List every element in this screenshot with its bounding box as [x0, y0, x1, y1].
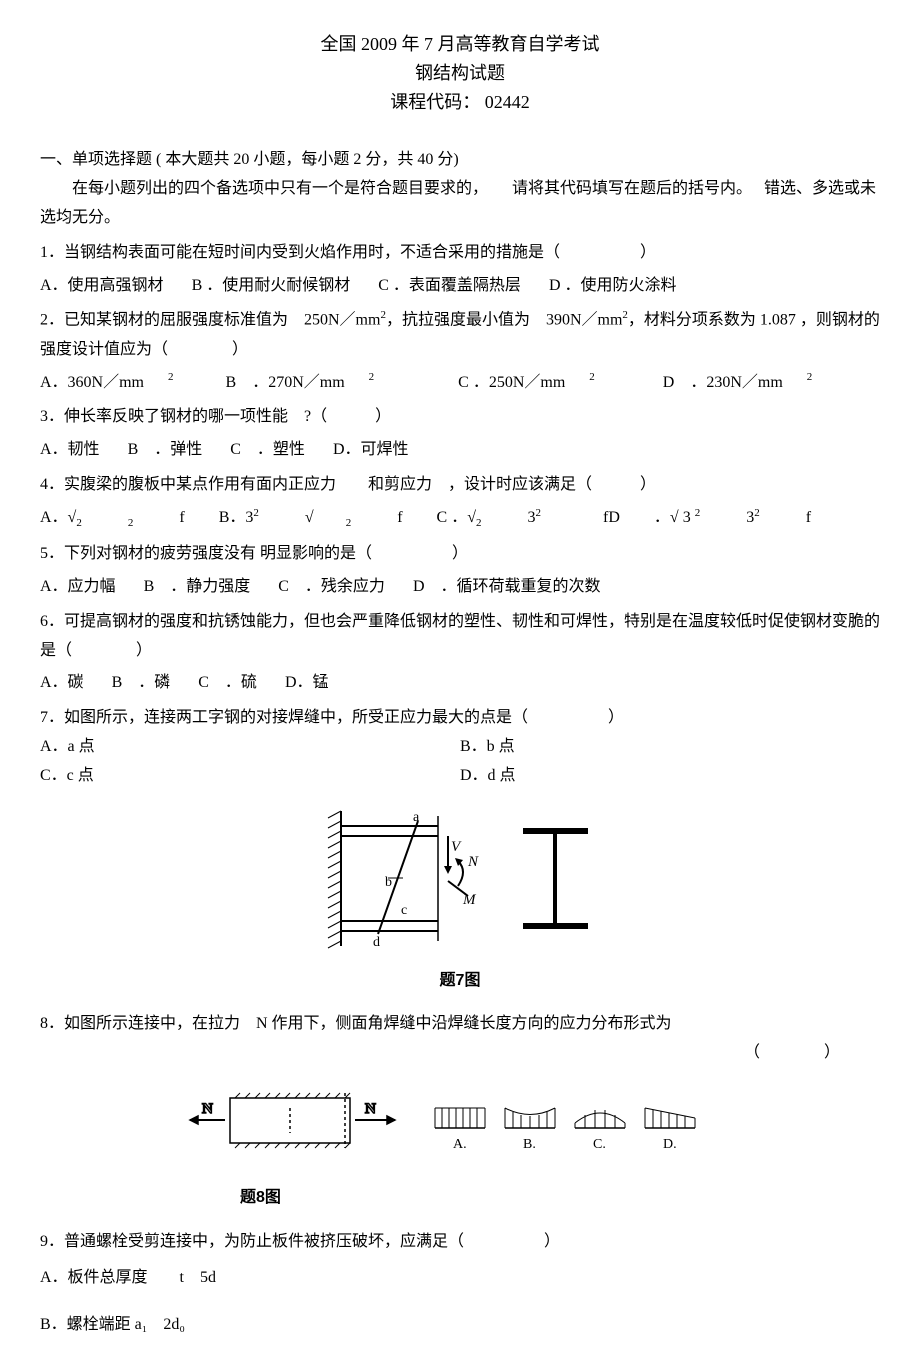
q7-options: A．a 点 B．b 点: [40, 733, 880, 762]
title-line-3: 课程代码： 02442: [40, 88, 880, 117]
q2-text: 2．已知某钢材的屈服强度标准值为 250N／mm2，抗拉强度最小值为 390N／…: [40, 306, 880, 364]
q5-d: D ．循环荷载重复的次数: [413, 578, 601, 595]
q1-d: D ．使用防火涂料: [549, 277, 677, 294]
title-block: 全国 2009 年 7 月高等教育自学考试 钢结构试题 课程代码： 02442: [40, 30, 880, 116]
fig8-wrap: N N A. B. C.: [40, 1083, 880, 1213]
q8-text: 8．如图所示连接中，在拉力 N 作用下，侧面角焊缝中沿焊缝长度方向的应力分布形式…: [40, 1010, 880, 1039]
svg-text:N: N: [467, 854, 479, 870]
fig8-caption: 题8图: [240, 1184, 880, 1213]
q8-paren: （ ）: [40, 1039, 880, 1068]
q4-c: C ．√2 32 fD: [437, 509, 620, 526]
q3-c: C ．塑性: [230, 441, 305, 458]
svg-text:c: c: [401, 903, 407, 918]
q5-c: C ．残余应力: [278, 578, 385, 595]
svg-text:B.: B.: [523, 1137, 536, 1152]
svg-text:N: N: [365, 1101, 376, 1117]
q2-c: C ．250N／mm2: [426, 374, 619, 391]
svg-text:D.: D.: [663, 1137, 677, 1152]
q2-b: B ．270N／mm2: [226, 374, 399, 391]
svg-text:d: d: [373, 935, 380, 950]
svg-text:C.: C.: [593, 1137, 606, 1152]
q6-c: C ．硫: [198, 674, 257, 691]
q4-d: ．√ 3 2 32 f: [654, 509, 811, 526]
q1-c: C ．表面覆盖隔热层: [378, 277, 521, 294]
q7-options-2: C．c 点 D．d 点: [40, 762, 880, 791]
svg-text:N: N: [202, 1101, 213, 1117]
q2-options: A．360N／mm2 B ．270N／mm2 C ．250N／mm2 D ．23…: [40, 368, 880, 397]
q4-a: A．√2 2 f: [40, 509, 185, 526]
q1-options: A．使用高强钢材 B ．使用耐火耐候钢材 C ．表面覆盖隔热层 D ．使用防火涂…: [40, 272, 880, 301]
q5-b: B ．静力强度: [144, 578, 251, 595]
q3-d: D．可焊性: [333, 441, 409, 458]
q1-b: B ．使用耐火耐候钢材: [192, 277, 351, 294]
svg-text:A.: A.: [453, 1137, 467, 1152]
q6-b: B ．磷: [112, 674, 171, 691]
q2-p2: ，抗拉强度最小值为 390N／mm: [386, 312, 622, 329]
title-line-2: 钢结构试题: [40, 59, 880, 88]
q6-d: D．锰: [285, 674, 329, 691]
q7-d: D．d 点: [460, 762, 880, 791]
q5-options: A．应力幅 B ．静力强度 C ．残余应力 D ．循环荷载重复的次数: [40, 573, 880, 602]
q7-a: A．a 点: [40, 733, 460, 762]
q4-b: B．32 √ 2 f: [219, 509, 403, 526]
q6-options: A．碳 B ．磷 C ．硫 D．锰: [40, 669, 880, 698]
q4-text: 4．实腹梁的腹板中某点作用有面内正应力 和剪应力 ，设计时应该满足（ ）: [40, 471, 880, 500]
q4-options: A．√2 2 f B．32 √ 2 f C ．√2 32 fD ．√ 3 2 3…: [40, 504, 880, 534]
q3-text: 3．伸长率反映了钢材的哪一项性能 ?（ ）: [40, 403, 880, 432]
svg-text:b: b: [385, 875, 392, 890]
svg-text:V: V: [451, 839, 462, 855]
q9-b: B．螺栓端距 a₁ 2d₀: [40, 1311, 880, 1340]
fig7-svg: a b c d V N M: [323, 806, 598, 961]
q3-a: A．韧性: [40, 441, 100, 458]
fig7-wrap: a b c d V N M 题7图: [40, 806, 880, 996]
q2-d: D ．230N／mm2: [647, 374, 837, 391]
svg-text:a: a: [413, 810, 420, 825]
fig8-svg: N N A. B. C.: [180, 1083, 740, 1178]
q7-text: 7．如图所示，连接两工字钢的对接焊缝中，所受正应力最大的点是（ ）: [40, 704, 880, 733]
q7-c: C．c 点: [40, 762, 460, 791]
title-line-1: 全国 2009 年 7 月高等教育自学考试: [40, 30, 880, 59]
q9-a: A．板件总厚度 t 5d: [40, 1264, 880, 1293]
section-1-desc: 在每小题列出的四个备选项中只有一个是符合题目要求的， 请将其代码填写在题后的括号…: [40, 175, 880, 233]
q1-text: 1．当钢结构表面可能在短时间内受到火焰作用时，不适合采用的措施是（ ）: [40, 239, 880, 268]
q5-text: 5．下列对钢材的疲劳强度没有 明显影响的是（ ）: [40, 540, 880, 569]
q6-text: 6．可提高钢材的强度和抗锈蚀能力，但也会严重降低钢材的塑性、韧性和可焊性，特别是…: [40, 608, 880, 666]
q9-text: 9．普通螺栓受剪连接中，为防止板件被挤压破坏，应满足（ ）: [40, 1228, 880, 1257]
q3-b: B ．弹性: [128, 441, 203, 458]
q7-b: B．b 点: [460, 733, 880, 762]
q3-options: A．韧性 B ．弹性 C ．塑性 D．可焊性: [40, 436, 880, 465]
section-1-header: 一、单项选择题 ( 本大题共 20 小题，每小题 2 分，共 40 分): [40, 146, 880, 175]
q5-a: A．应力幅: [40, 578, 116, 595]
svg-text:M: M: [462, 892, 477, 908]
q2-a: A．360N／mm2: [40, 374, 198, 391]
q6-a: A．碳: [40, 674, 84, 691]
fig7-caption: 题7图: [40, 967, 880, 996]
q1-a: A．使用高强钢材: [40, 277, 164, 294]
q2-p1: 2．已知某钢材的屈服强度标准值为 250N／mm: [40, 312, 380, 329]
